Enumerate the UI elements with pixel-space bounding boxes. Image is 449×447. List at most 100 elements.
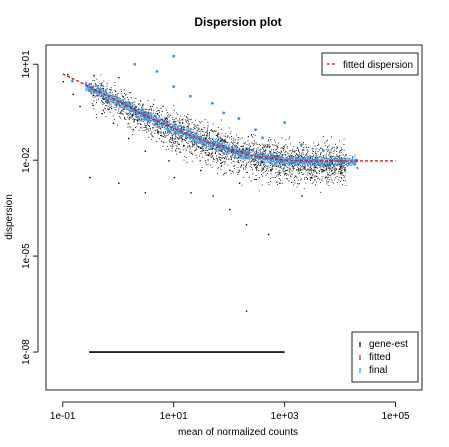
final-point [307,159,309,161]
gene-est-point [101,85,103,87]
gene-est-point [291,155,293,157]
final-point [187,135,189,137]
gene-est-point [142,105,144,107]
final-point [346,156,348,158]
final-point [270,156,272,159]
plot-border [45,44,423,391]
gene-est-point [271,164,273,166]
final-point [105,93,107,95]
gene-est-point [187,143,189,145]
gene-est-point [254,179,256,181]
final-point [349,161,351,163]
final-point [232,148,234,150]
final-point [112,95,114,98]
gene-est-point [250,164,252,166]
gene-est-point [162,105,164,107]
final-point [148,113,150,115]
gene-est-point [276,153,278,155]
final-point [104,90,106,92]
gene-est-point [94,80,96,82]
gene-est-point [309,154,311,156]
final-point [220,137,222,139]
gene-est-point [175,112,177,114]
final-point [191,137,193,139]
gene-est-point [223,153,225,155]
final-point [208,136,210,138]
gene-est-point [127,123,129,125]
gene-est-point [216,162,217,164]
final-point [117,98,119,100]
final-point [251,155,253,157]
final-point [236,149,238,151]
gene-est-point [281,182,283,184]
gene-est-point [252,143,254,145]
gene-est-point [173,128,175,130]
final-point [135,112,137,115]
gene-est-point [196,136,198,137]
y-axis-label: dispersion [4,194,15,240]
gene-est-point [336,147,338,149]
final-point [316,159,318,161]
final-point [222,111,226,115]
gene-est-point [301,178,302,180]
final-point [242,149,244,151]
final-point [331,163,333,165]
gene-est-point [272,156,274,158]
gene-est-point [107,96,109,98]
final-point [302,162,304,164]
final-point [145,115,147,117]
gene-est-point [115,96,117,98]
gene-est-point [172,130,174,132]
final-point [220,146,222,148]
final-point [342,157,344,159]
final-point [343,157,345,159]
gene-est-point [233,160,235,162]
final-point [340,154,342,156]
gene-est-point [214,152,216,154]
gene-est-point [204,119,206,121]
final-point [103,95,105,97]
final-point [141,114,144,116]
final-point [318,160,320,162]
final-point [345,164,348,166]
gene-est-point [205,131,207,133]
gene-est-point [172,121,174,123]
final-point [148,118,150,120]
final-point [247,158,249,160]
gene-est-point [225,135,226,137]
final-point [104,96,107,98]
gene-est-point [221,140,223,142]
gene-est-point [295,153,297,155]
final-point [279,160,281,162]
gene-est-point [146,108,148,110]
final-point [159,125,161,128]
gene-est-point [200,147,202,149]
final-point [245,155,247,157]
gene-est-point [155,116,157,118]
final-point [155,121,157,123]
gene-est-point [252,159,254,161]
gene-est-point [123,89,125,91]
gene-est-point [147,123,149,125]
final-point [225,152,227,155]
final-point [110,95,112,97]
final-point [295,161,297,164]
gene-est-point [310,169,312,171]
final-point [177,130,179,132]
gene-est-point [151,131,153,133]
gene-est-point [129,126,131,128]
gene-est-point [144,126,146,128]
gene-est-point [226,158,228,160]
final-point [166,126,168,128]
gene-est-point [314,159,316,160]
gene-est-point [93,75,95,76]
final-point [99,88,101,90]
gene-est-point [301,171,302,173]
final-point [294,159,296,161]
final-point [351,162,353,164]
gene-est-point [132,133,134,135]
final-point [232,150,234,152]
final-point [230,145,233,148]
final-point [162,119,164,121]
